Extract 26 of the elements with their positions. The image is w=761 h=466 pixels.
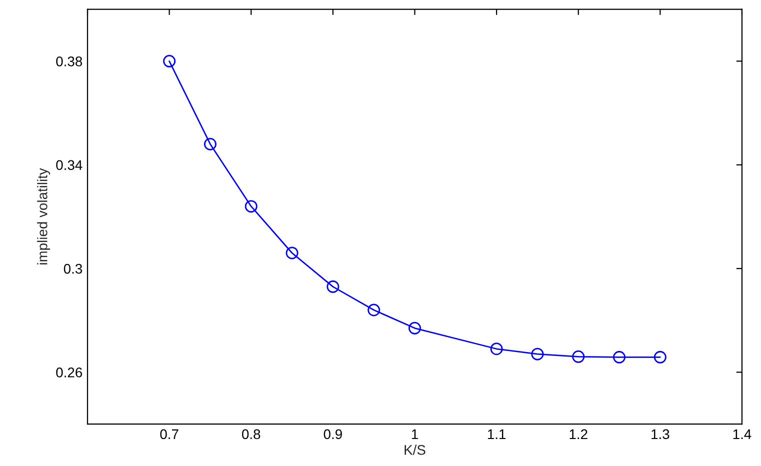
x-tick-label: 0.9: [324, 429, 342, 440]
x-tick-label: 0.8: [242, 429, 260, 440]
x-tick-label: 1.3: [652, 429, 670, 440]
point: [654, 350, 666, 364]
point: [531, 348, 544, 360]
point: [286, 246, 298, 260]
point: [368, 304, 380, 316]
y-tick-label: 0.26: [56, 368, 82, 378]
x-axis-title: K/S: [404, 444, 426, 455]
point: [572, 350, 585, 363]
x-tick-label: 0.7: [160, 429, 178, 440]
x-tick-label: 1.4: [733, 429, 752, 439]
point: [163, 54, 176, 68]
point: [326, 280, 340, 293]
point: [408, 322, 421, 334]
point: [204, 138, 216, 150]
y-tick-label: 0.34: [56, 160, 82, 170]
y-axis-title: implied volatility: [37, 168, 50, 264]
x-tick-label: 1.1: [488, 429, 506, 439]
point: [244, 200, 258, 213]
x-tick-label: 1.2: [570, 429, 588, 439]
x-tick-label: 1: [412, 429, 418, 439]
point: [613, 350, 626, 364]
y-tick-label: 0.3: [64, 264, 82, 274]
point: [490, 342, 503, 356]
y-tick-label: 0.38: [56, 56, 82, 66]
